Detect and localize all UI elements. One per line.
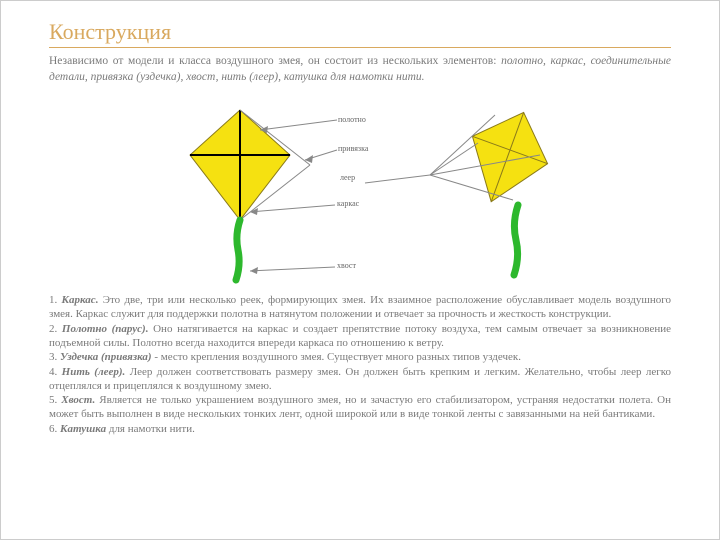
label-hvost: хвост (337, 261, 356, 270)
label-karkas: каркас (337, 199, 359, 208)
label-privyazka: привязка (338, 144, 368, 153)
page-title: Конструкция (49, 19, 671, 45)
label-polotno: полотно (338, 115, 366, 124)
intro-text: Независимо от модели и класса воздушного… (49, 54, 671, 85)
intro-plain: Независимо от модели и класса воздушного… (49, 55, 501, 67)
kite-diagram: полотно привязка леер каркас хвост (50, 95, 670, 285)
title-underline (49, 47, 671, 48)
label-leer: леер (340, 173, 355, 182)
right-kite-tail (514, 205, 518, 275)
left-kite-tail (236, 220, 240, 280)
body-text: 1. Каркас. Это две, три или несколько ре… (49, 293, 671, 436)
